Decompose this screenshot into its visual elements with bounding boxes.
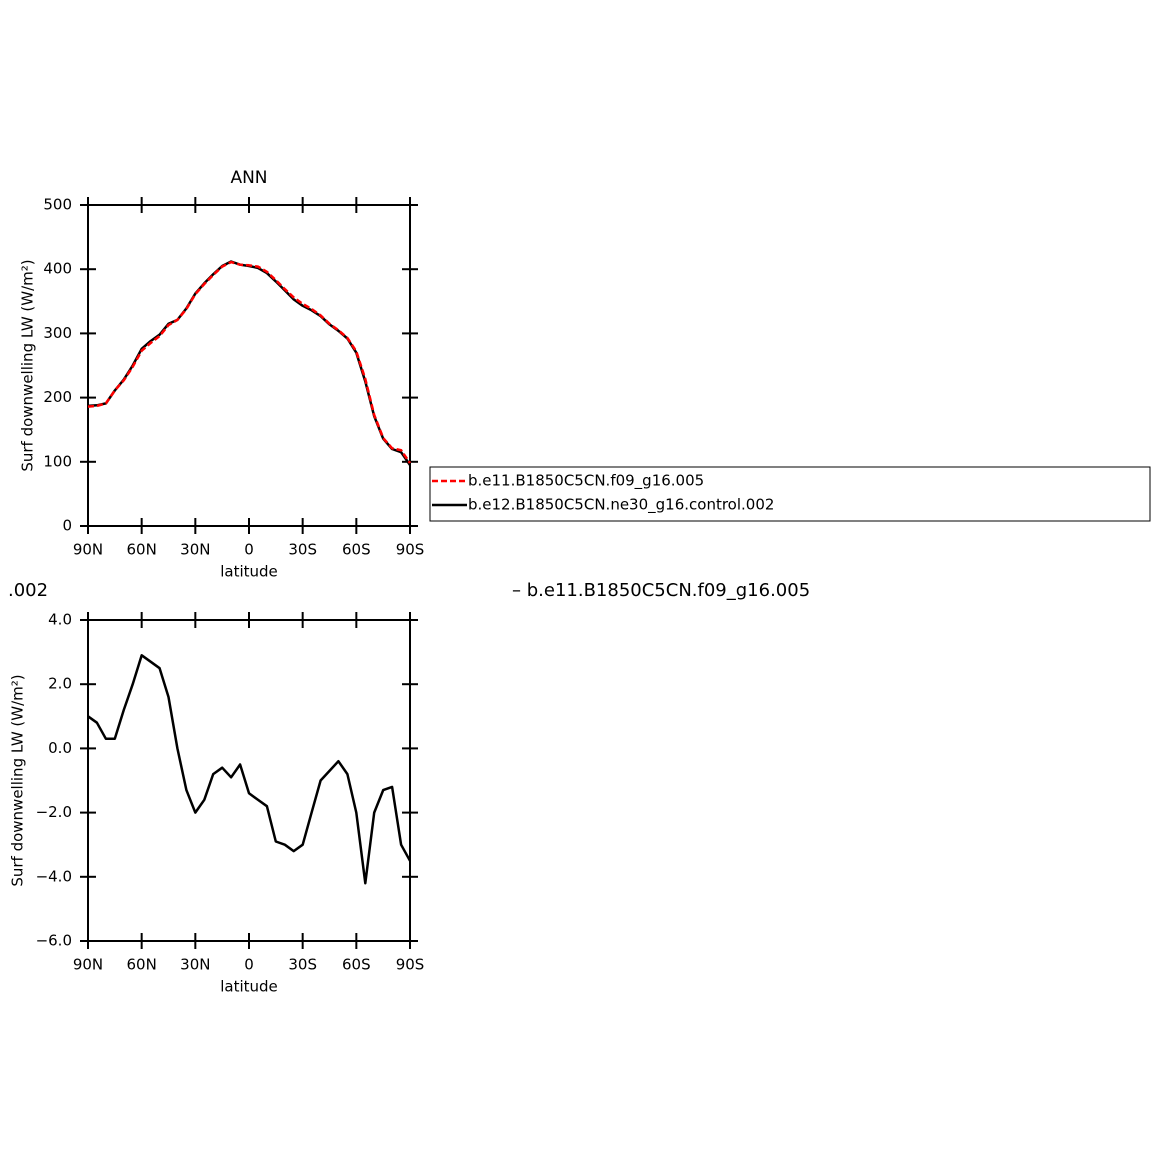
x-tick-label: 60S (342, 541, 371, 559)
x-tick-label: 30S (288, 541, 317, 559)
plot-frame (87, 619, 411, 942)
x-tick-label: 30S (288, 956, 317, 974)
y-tick-label: 2.0 (48, 675, 72, 693)
y-tick-label: 4.0 (48, 611, 72, 629)
x-tick-label: 60N (127, 541, 157, 559)
y-tick-label: 400 (43, 260, 72, 278)
legend-label: b.e12.B1850C5CN.ne30_g16.control.002 (468, 496, 774, 515)
y-axis-label: Surf downwelling LW (W/m²) (9, 674, 27, 886)
data-line (87, 260, 412, 464)
y-tick-label: −2.0 (36, 803, 72, 821)
y-axis-label: Surf downwelling LW (W/m²) (19, 259, 37, 471)
x-tick-label: 90S (396, 956, 425, 974)
x-tick-label: 30N (180, 956, 210, 974)
legend-label: b.e11.B1850C5CN.f09_g16.005 (468, 472, 704, 491)
x-tick-label: 30N (180, 541, 210, 559)
data-line (87, 654, 412, 885)
y-tick-label: 100 (43, 452, 72, 470)
y-tick-label: −4.0 (36, 867, 72, 885)
data-line (87, 260, 412, 466)
x-tick-label: 90N (73, 541, 103, 559)
x-axis-label: latitude (220, 978, 278, 996)
x-tick-label: 0 (244, 956, 254, 974)
y-tick-label: 0.0 (48, 739, 72, 757)
stray-label: – b.e11.B1850C5CN.f09_g16.005 (512, 580, 810, 601)
y-tick-label: 500 (43, 196, 72, 214)
x-tick-label: 60N (127, 956, 157, 974)
stray-label: .002 (8, 580, 48, 601)
legend-box (429, 466, 1151, 522)
y-tick-label: 200 (43, 388, 72, 406)
x-tick-label: 90N (73, 956, 103, 974)
x-tick-label: 0 (244, 541, 254, 559)
y-tick-label: −6.0 (36, 932, 72, 950)
x-tick-label: 90S (396, 541, 425, 559)
x-tick-label: 60S (342, 956, 371, 974)
chart-title: ANN (230, 168, 267, 188)
x-axis-label: latitude (220, 563, 278, 581)
y-tick-label: 0 (62, 517, 72, 535)
y-tick-label: 300 (43, 324, 72, 342)
